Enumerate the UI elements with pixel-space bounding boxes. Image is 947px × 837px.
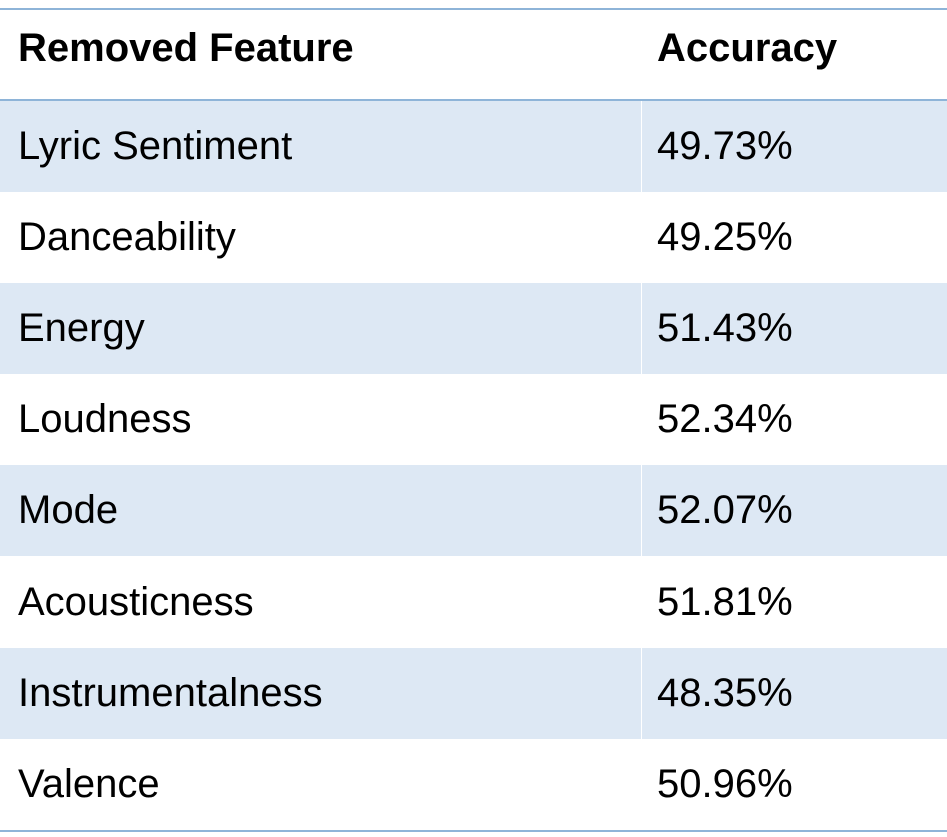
feature-cell: Mode [18, 488, 119, 533]
feature-cell: Danceability [18, 215, 236, 260]
header-removed-feature: Removed Feature [18, 26, 354, 70]
accuracy-cell: 50.96% [657, 761, 793, 806]
feature-cell: Loudness [18, 397, 192, 442]
column-divider [641, 465, 642, 557]
table-body: Lyric Sentiment 49.73% Danceability 49.2… [0, 101, 947, 830]
accuracy-cell: 48.35% [657, 670, 793, 715]
table-row: Energy 51.43% [0, 283, 947, 375]
accuracy-cell: 51.81% [657, 579, 793, 624]
table-row: Acousticness 51.81% [0, 556, 947, 647]
table-row: Mode 52.07% [0, 465, 947, 557]
feature-cell: Energy [18, 306, 145, 351]
table-bottom-rule [0, 830, 947, 832]
column-divider [641, 647, 642, 739]
feature-cell: Acousticness [18, 579, 254, 624]
table-row: Loudness 52.34% [0, 374, 947, 465]
table-row: Lyric Sentiment 49.73% [0, 101, 947, 193]
feature-cell: Valence [18, 761, 160, 806]
table-row: Danceability 49.25% [0, 192, 947, 283]
feature-cell: Instrumentalness [18, 670, 323, 715]
feature-cell: Lyric Sentiment [18, 124, 293, 169]
table-header-rule [0, 99, 947, 101]
accuracy-cell: 49.73% [657, 124, 793, 169]
accuracy-cell: 52.34% [657, 397, 793, 442]
table-row: Instrumentalness 48.35% [0, 647, 947, 739]
table-top-rule [0, 8, 947, 10]
column-divider [641, 283, 642, 375]
column-divider [641, 101, 642, 193]
table-header-row: Removed Feature Accuracy [0, 10, 947, 99]
header-accuracy: Accuracy [657, 26, 838, 70]
accuracy-cell: 49.25% [657, 215, 793, 260]
accuracy-cell: 52.07% [657, 488, 793, 533]
table-row: Valence 50.96% [0, 739, 947, 830]
accuracy-cell: 51.43% [657, 306, 793, 351]
